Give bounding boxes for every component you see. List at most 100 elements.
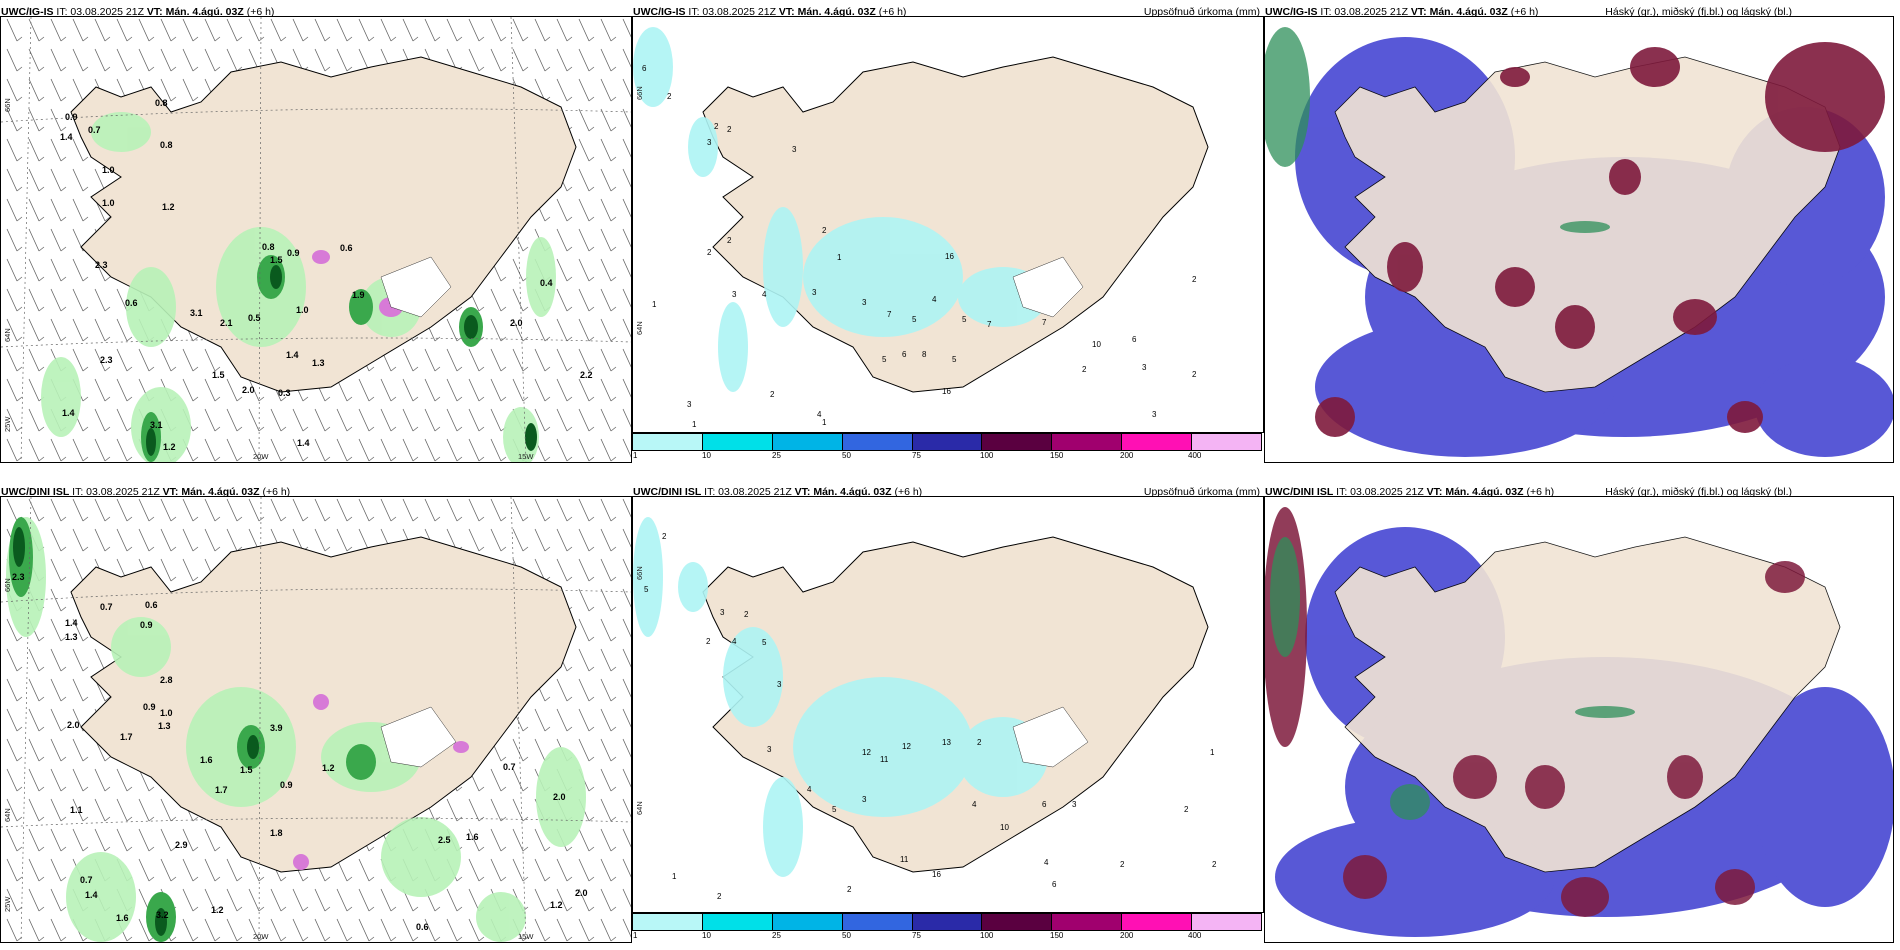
lon-label-20: 20W (253, 452, 269, 461)
colorbar-segment (772, 914, 843, 930)
colorbar-segment (772, 434, 843, 450)
precip-label: 3 (862, 795, 867, 804)
lon-label-25: 25W (3, 416, 12, 432)
precip-label: 2 (977, 738, 982, 747)
precip-label: 4 (972, 800, 977, 809)
precip-label: 2.3 (100, 355, 113, 365)
precip-label: 12 (902, 742, 911, 751)
precip-label: 16 (942, 387, 951, 396)
precip-label: 2 (667, 92, 672, 101)
precip-label: 6 (1042, 800, 1047, 809)
colorbar-tick: 25 (772, 451, 781, 460)
colorbar-tick: 150 (1050, 931, 1064, 940)
precip-label: 3.9 (270, 723, 283, 733)
precip-colorbar (632, 913, 1262, 931)
init-time: IT: 03.08.2025 21Z (56, 6, 144, 18)
init-time: IT: 03.08.2025 21Z (72, 486, 160, 498)
colorbar-tick: 400 (1188, 931, 1202, 940)
colorbar-segment (842, 914, 913, 930)
lead-time: (+6 h) (894, 486, 923, 498)
lat-label-66: 66N (635, 566, 644, 580)
precip-label: 6 (642, 64, 647, 73)
precip-label: 1.2 (162, 202, 175, 212)
precip-label: 1.6 (200, 755, 213, 765)
precip-label: 1 (837, 253, 842, 262)
lon-label-25: 25W (3, 896, 12, 912)
map-graphics (1, 17, 631, 462)
precip-label: 4 (762, 290, 767, 299)
precip-label: 1.2 (163, 442, 176, 452)
map-graphics (633, 517, 1209, 877)
model-name: UWC/DINI ISL (1, 486, 70, 498)
precip-label: 1.1 (70, 805, 83, 815)
precip-label: 10 (1000, 823, 1009, 832)
precip-label: 0.8 (160, 140, 173, 150)
colorbar-tick: 150 (1050, 451, 1064, 460)
accumulated-precip-map (632, 496, 1264, 913)
precip-label: 3 (1142, 363, 1147, 372)
valid-time: VT: Mán. 4.ágú. 03Z (1426, 486, 1524, 498)
precip-label: 0.6 (340, 243, 353, 253)
iceland-land (70, 56, 577, 393)
init-time: IT: 03.08.2025 21Z (1320, 6, 1408, 18)
precip-label: 2 (770, 390, 775, 399)
precip-label: 0.6 (145, 600, 158, 610)
precip-label: 13 (942, 738, 951, 747)
precip-label: 5 (952, 355, 957, 364)
precip-label: 0.7 (88, 125, 101, 135)
panel-bottom-middle: UWC/DINI ISL IT: 03.08.2025 21Z VT: Mán.… (632, 480, 1264, 950)
precip-label: 4 (732, 637, 737, 646)
lon-label-15: 15W (518, 932, 534, 941)
precip-label: 2.3 (95, 260, 108, 270)
precip-label: 0.6 (125, 298, 138, 308)
precip-label: 0.9 (143, 702, 156, 712)
cloud-cover-map (1264, 16, 1894, 463)
precip-label: 2 (822, 226, 827, 235)
precip-label: 1.0 (102, 198, 115, 208)
lat-label-64: 64N (635, 801, 644, 815)
valid-time: VT: Mán. 4.ágú. 03Z (778, 6, 876, 18)
precip-label: 3 (732, 290, 737, 299)
precip-label: 1.3 (65, 632, 78, 642)
precip-label: 2.5 (438, 835, 451, 845)
lead-time: (+6 h) (262, 486, 291, 498)
precip-label: 12 (862, 748, 871, 757)
panel-bottom-left: UWC/DINI ISL IT: 03.08.2025 21Z VT: Mán.… (0, 480, 632, 950)
precip-label: 1 (1210, 748, 1215, 757)
precip-label: 2.3 (12, 572, 25, 582)
model-name: UWC/DINI ISL (1265, 486, 1334, 498)
precip-label: 2 (717, 892, 722, 901)
map-graphics (633, 27, 1209, 393)
precip-label: 0.6 (416, 922, 429, 932)
panel-bottom-right: UWC/DINI ISL IT: 03.08.2025 21Z VT: Mán.… (1264, 480, 1900, 950)
panel-title: UWC/IG-IS IT: 03.08.2025 21Z VT: Mán. 4.… (1265, 6, 1538, 18)
precip-label: 4 (807, 785, 812, 794)
precip-label: 5 (644, 585, 649, 594)
precip-label: 7 (987, 320, 992, 329)
precip-label: 4 (932, 295, 937, 304)
precip-label: 1.2 (322, 763, 335, 773)
precip-label: 0.9 (65, 112, 78, 122)
colorbar-segment (842, 434, 913, 450)
colorbar-tick: 1 (633, 451, 638, 460)
colorbar-segment (633, 434, 703, 450)
precip-label: 1.4 (286, 350, 299, 360)
colorbar-segment (1122, 434, 1193, 450)
lat-label-64: 64N (3, 808, 12, 822)
precip-label: 0.8 (155, 98, 168, 108)
colorbar-segment (912, 914, 983, 930)
precip-label: 0.7 (503, 762, 516, 772)
map-graphics (1265, 17, 1893, 462)
precip-label: 2 (1192, 370, 1197, 379)
colorbar-tick: 200 (1120, 451, 1134, 460)
colorbar-segment (982, 914, 1053, 930)
precip-label: 3 (862, 298, 867, 307)
colorbar-segment (1052, 914, 1123, 930)
panel-title: UWC/IG-IS IT: 03.08.2025 21Z VT: Mán. 4.… (1, 6, 274, 18)
lat-label-66: 66N (3, 578, 12, 592)
wind-precip-map (0, 16, 632, 463)
colorbar-segment (1192, 434, 1262, 450)
valid-time: VT: Mán. 4.ágú. 03Z (162, 486, 260, 498)
valid-time: VT: Mán. 4.ágú. 03Z (1410, 6, 1508, 18)
precip-label: 2 (1212, 860, 1217, 869)
